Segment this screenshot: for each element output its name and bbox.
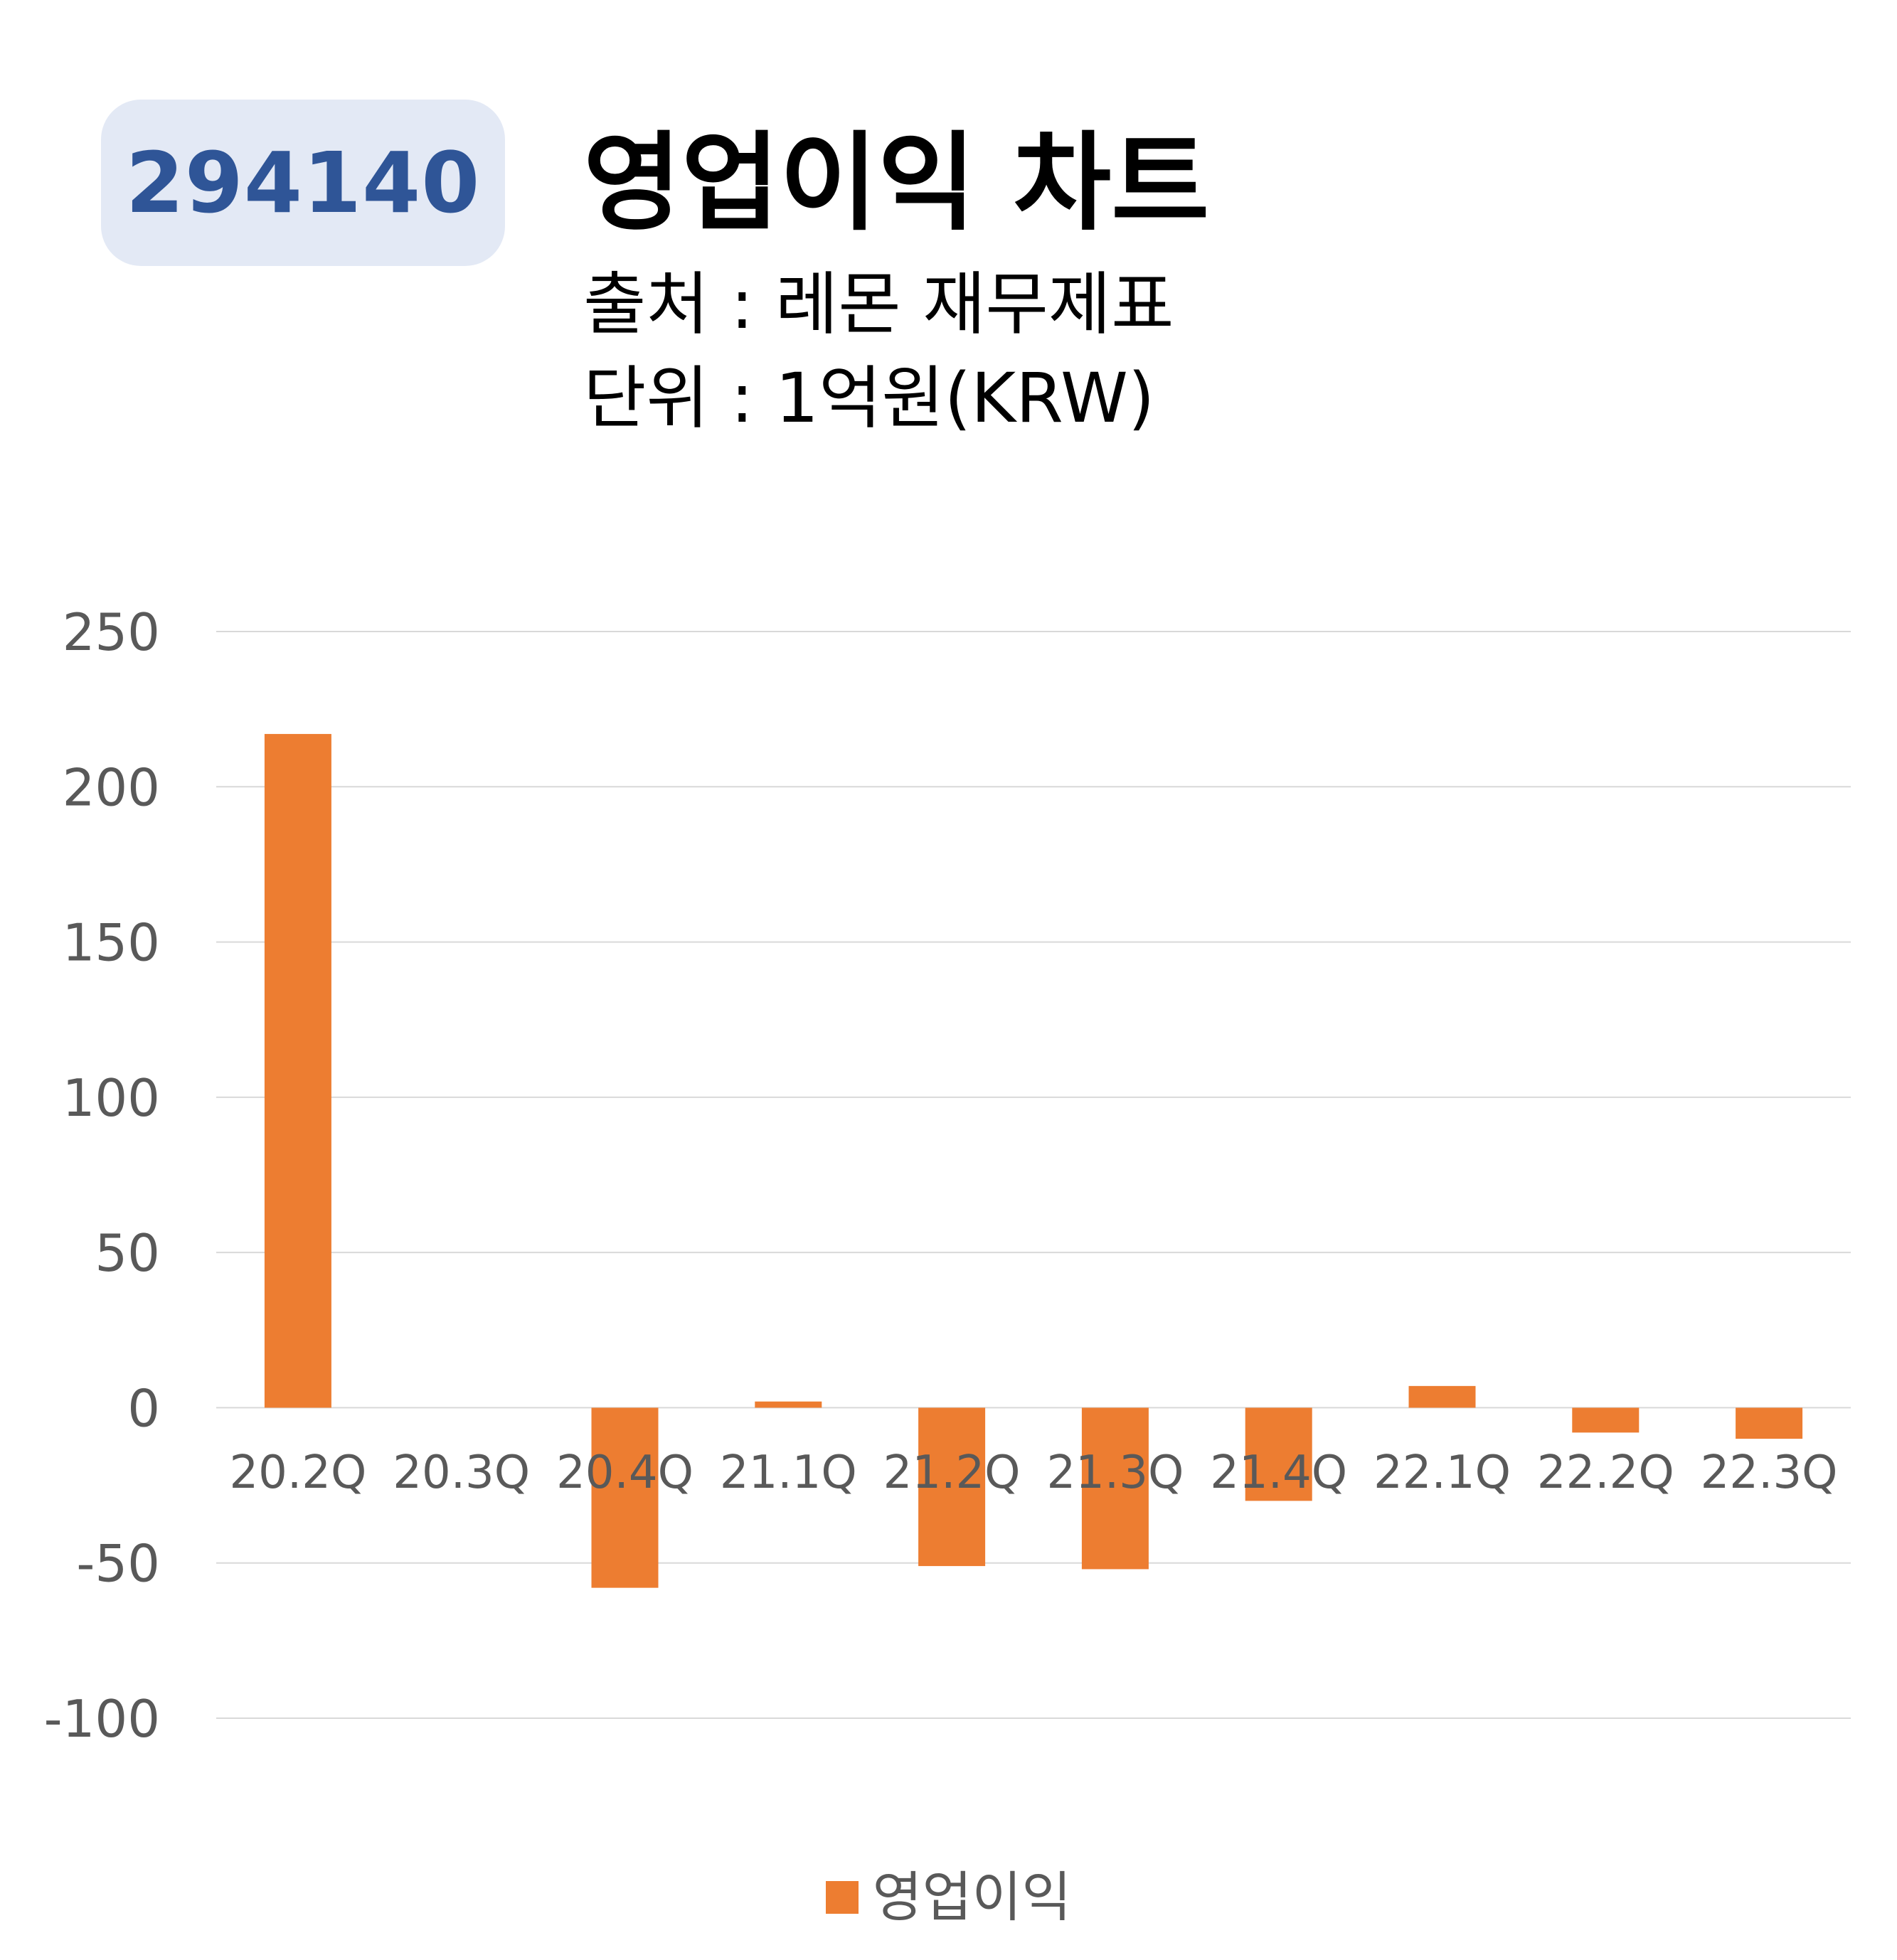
- legend: 영업이익: [0, 1862, 1897, 1933]
- y-tick-label: 150: [63, 913, 160, 973]
- x-tick-label: 21.2Q: [883, 1447, 1021, 1499]
- legend-swatch: [825, 1881, 859, 1914]
- x-tick-label: 20.3Q: [393, 1447, 530, 1499]
- y-tick-label: 250: [63, 602, 160, 662]
- y-tick-label: 0: [127, 1378, 160, 1438]
- bar-20.4Q: [591, 1407, 659, 1588]
- bar-21.4Q: [1245, 1407, 1312, 1501]
- grid-lines: [216, 631, 1851, 1719]
- x-tick-label: 21.4Q: [1210, 1447, 1347, 1499]
- bar-22.1Q: [1408, 1385, 1476, 1408]
- x-tick-label: 22.3Q: [1701, 1447, 1838, 1499]
- bars: [264, 734, 1803, 1588]
- y-axis-tick-labels: 250 200 150 100 50 0 -50 -100: [44, 602, 160, 1749]
- x-tick-label: 20.2Q: [229, 1447, 366, 1499]
- bar-21.3Q: [1081, 1407, 1149, 1570]
- y-tick-label: 200: [63, 757, 160, 817]
- y-tick-label: 100: [63, 1068, 160, 1128]
- bar-22.3Q: [1736, 1407, 1803, 1439]
- y-tick-label: -50: [76, 1534, 160, 1594]
- x-axis-tick-labels: 20.2Q 20.3Q 20.4Q 21.1Q 21.2Q 21.3Q 21.4Q 22.1Q…: [229, 1447, 1837, 1499]
- unit-label: 단위 : 1억원(KRW): [583, 358, 1155, 438]
- stock-code-badge: 294140: [101, 100, 505, 266]
- x-tick-label: 21.3Q: [1046, 1447, 1184, 1499]
- source-label: 출처 : 레몬 재무제표: [583, 265, 1174, 344]
- bar-20.2Q: [264, 734, 331, 1408]
- bar-21.1Q: [755, 1401, 822, 1408]
- legend-label: 영업이익: [872, 1865, 1072, 1929]
- x-tick-label: 22.2Q: [1537, 1447, 1674, 1499]
- x-tick-label: 21.1Q: [720, 1447, 857, 1499]
- chart-title: 영업이익 차트: [583, 122, 1210, 245]
- y-tick-label: 50: [95, 1223, 160, 1283]
- y-tick-label: -100: [44, 1689, 160, 1749]
- bar-22.2Q: [1572, 1407, 1640, 1433]
- bar-21.2Q: [918, 1407, 986, 1567]
- x-tick-label: 22.1Q: [1373, 1447, 1511, 1499]
- x-tick-label: 20.4Q: [556, 1447, 694, 1499]
